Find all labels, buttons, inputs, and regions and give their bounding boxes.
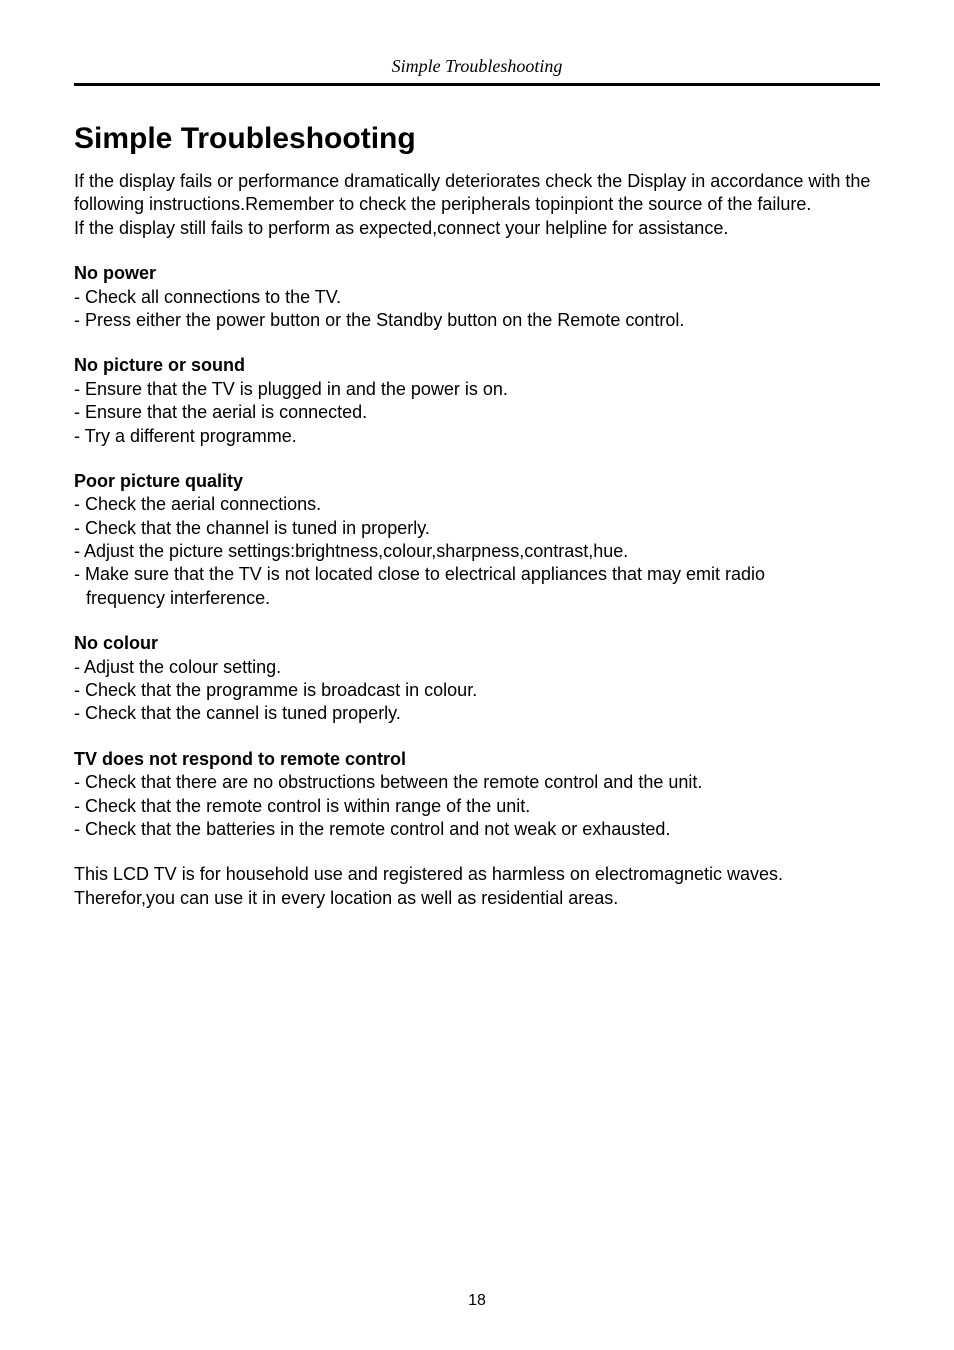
section-no-picture-or-sound: No picture or sound - Ensure that the TV…	[74, 354, 880, 448]
intro-line: If the display fails or performance dram…	[74, 170, 880, 217]
page-number: 18	[0, 1292, 954, 1310]
page: Simple Troubleshooting Simple Troublesho…	[0, 0, 954, 1350]
section-line: - Adjust the picture settings:brightness…	[74, 540, 880, 563]
section-line: - Check the aerial connections.	[74, 493, 880, 516]
section-line: - Press either the power button or the S…	[74, 309, 880, 332]
section-head: No colour	[74, 632, 880, 655]
section-head: No power	[74, 262, 880, 285]
intro-paragraph: If the display fails or performance dram…	[74, 170, 880, 240]
section-head: Poor picture quality	[74, 470, 880, 493]
section-line: - Ensure that the aerial is connected.	[74, 401, 880, 424]
section-line: - Ensure that the TV is plugged in and t…	[74, 378, 880, 401]
section-no-power: No power - Check all connections to the …	[74, 262, 880, 332]
section-line: - Check that the programme is broadcast …	[74, 679, 880, 702]
intro-line: If the display still fails to perform as…	[74, 217, 880, 240]
section-line: - Adjust the colour setting.	[74, 656, 880, 679]
section-line: - Check that the remote control is withi…	[74, 795, 880, 818]
section-head: No picture or sound	[74, 354, 880, 377]
page-title: Simple Troubleshooting	[74, 122, 880, 156]
section-line: - Check that the batteries in the remote…	[74, 818, 880, 841]
running-head: Simple Troubleshooting	[74, 56, 880, 86]
section-poor-picture-quality: Poor picture quality - Check the aerial …	[74, 470, 880, 610]
section-line: - Check that the channel is tuned in pro…	[74, 517, 880, 540]
section-line: - Make sure that the TV is not located c…	[74, 563, 880, 586]
section-line: frequency interference.	[74, 587, 880, 610]
footer-line: This LCD TV is for household use and reg…	[74, 863, 880, 910]
section-no-colour: No colour - Adjust the colour setting. -…	[74, 632, 880, 726]
section-line: - Try a different programme.	[74, 425, 880, 448]
section-line: - Check all connections to the TV.	[74, 286, 880, 309]
section-remote-control: TV does not respond to remote control - …	[74, 748, 880, 842]
section-line: - Check that the cannel is tuned properl…	[74, 702, 880, 725]
section-line: - Check that there are no obstructions b…	[74, 771, 880, 794]
section-head: TV does not respond to remote control	[74, 748, 880, 771]
footer-paragraph: This LCD TV is for household use and reg…	[74, 863, 880, 910]
